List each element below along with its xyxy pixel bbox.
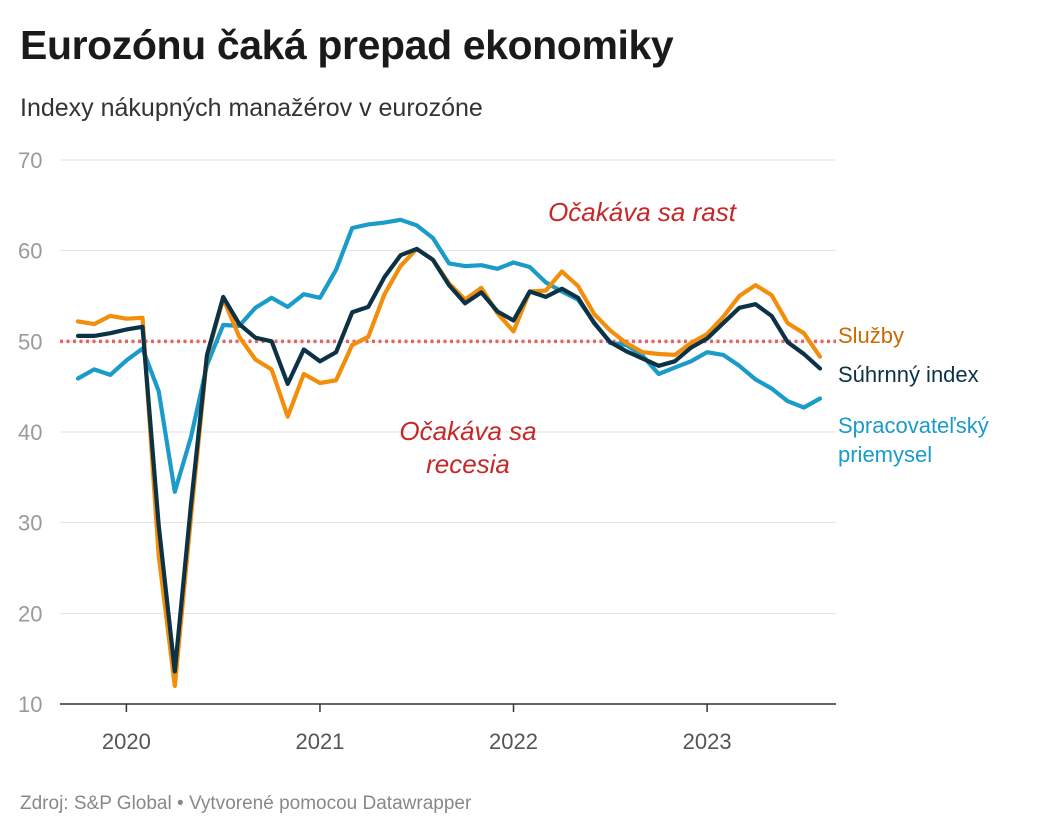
series-layer	[75, 217, 823, 689]
y-tick-label: 70	[18, 148, 42, 173]
y-tick-label: 60	[18, 239, 42, 264]
annotation-recession-line1: Očakáva sa	[399, 416, 536, 446]
x-tick-label: 2022	[489, 729, 538, 754]
series-label-sluzby: Služby	[838, 323, 904, 348]
annotation-recession-line2: recesia	[426, 449, 510, 479]
y-tick-label: 40	[18, 420, 42, 445]
chart-subtitle: Indexy nákupných manažérov v eurozóne	[20, 94, 483, 122]
x-axis: 2020 2021 2022 2023	[60, 703, 836, 754]
chart-footer: Zdroj: S&P Global • Vytvorené pomocou Da…	[20, 793, 471, 815]
x-tick-label: 2020	[102, 729, 151, 754]
credit-text: Vytvorené pomocou Datawrapper	[188, 793, 472, 814]
series-label-spracovatelsky-line1: Spracovateľský	[838, 413, 989, 438]
y-axis: 10 20 30 40 50 60 70	[18, 148, 42, 717]
series-label-suhrnny-index: Súhrnný index	[838, 362, 979, 387]
x-tick-label: 2021	[295, 729, 344, 754]
x-tick-label: 2023	[683, 729, 732, 754]
y-tick-label: 20	[18, 601, 42, 626]
y-tick-label: 10	[18, 692, 42, 717]
grid-lines	[60, 159, 836, 614]
y-tick-label: 30	[18, 511, 42, 536]
series-labels-layer: Služby Súhrnný index Spracovateľský priemys…	[838, 323, 989, 467]
footer-separator: •	[177, 793, 184, 814]
series-line-suhrnny-index	[75, 246, 823, 674]
annotation-growth: Očakáva sa rast	[548, 197, 738, 227]
source-text: Zdroj: S&P Global	[20, 793, 172, 814]
series-label-spracovatelsky-line2: priemysel	[838, 442, 932, 467]
y-tick-label: 50	[18, 329, 42, 354]
chart-title: Eurozónu čaká prepad ekonomiky	[20, 22, 674, 68]
